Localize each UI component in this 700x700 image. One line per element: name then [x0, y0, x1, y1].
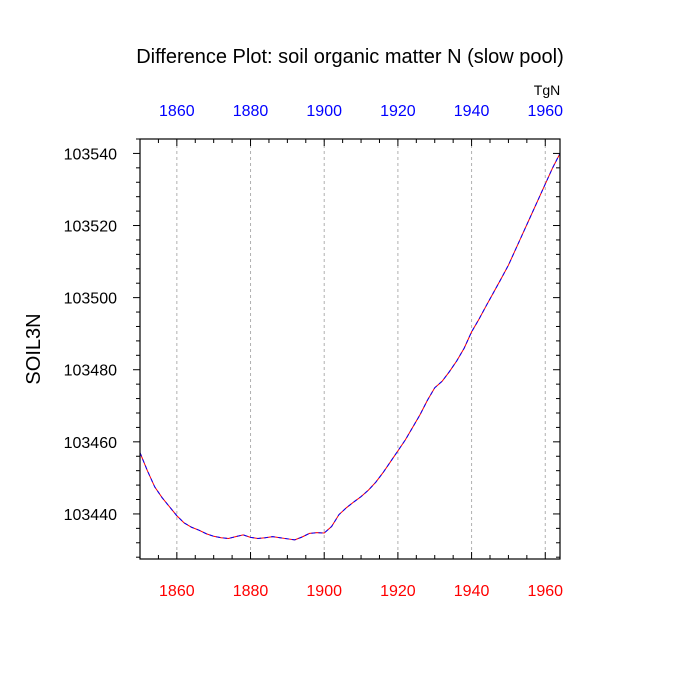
x-tick-label-top-1880: 1880 — [233, 103, 269, 120]
y-axis-label: SOIL3N — [23, 313, 45, 384]
x-tick-label-top-1860: 1860 — [159, 103, 195, 120]
series-line-2 — [139, 153, 561, 541]
axes — [133, 138, 561, 560]
x-tick-label-bottom-1880: 1880 — [233, 583, 269, 600]
y-tick-label-103460: 103460 — [64, 435, 117, 452]
x-tick-label-top-1920: 1920 — [380, 103, 416, 120]
y-tick-label-103500: 103500 — [64, 291, 117, 308]
x-tick-label-bottom-1900: 1900 — [306, 583, 342, 600]
series-line-1 — [139, 153, 561, 541]
y-tick-label-103540: 103540 — [64, 146, 117, 163]
x-tick-label-top-1940: 1940 — [454, 103, 490, 120]
y-tick-label-103480: 103480 — [64, 363, 117, 380]
x-tick-label-bottom-1960: 1960 — [527, 583, 563, 600]
y-tick-label-103520: 103520 — [64, 219, 117, 236]
plot-frame — [139, 138, 561, 560]
gridlines — [176, 139, 546, 559]
x-tick-label-bottom-1920: 1920 — [380, 583, 416, 600]
x-tick-label-top-1960: 1960 — [527, 103, 563, 120]
x-tick-label-bottom-1860: 1860 — [159, 583, 195, 600]
x-tick-label-bottom-1940: 1940 — [454, 583, 490, 600]
units-label: TgN — [534, 82, 560, 98]
x-tick-label-top-1900: 1900 — [306, 103, 342, 120]
tick-labels: 1860 1860 1880 1880 1900 1900 1920 1920 1940 1940… — [64, 103, 564, 600]
plot-series — [139, 153, 561, 541]
chart-title: Difference Plot: soil organic matter N (… — [136, 46, 564, 68]
y-tick-label-103440: 103440 — [64, 507, 117, 524]
